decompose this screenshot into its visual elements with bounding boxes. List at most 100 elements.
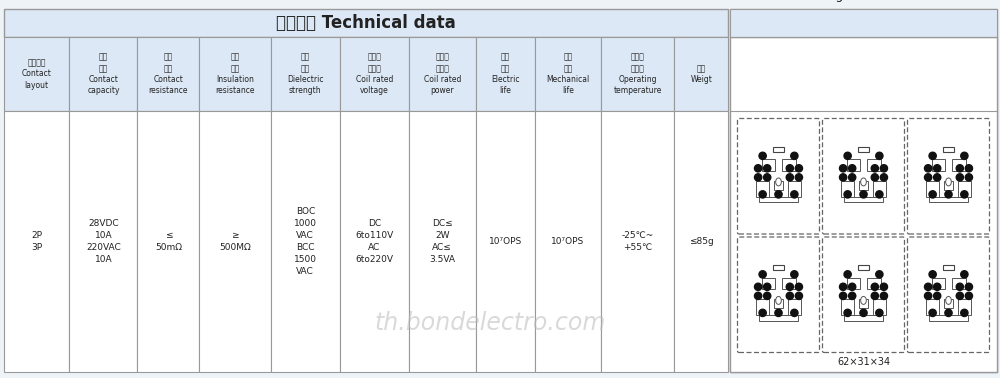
Bar (926, 299, 939, 315)
Ellipse shape (776, 296, 781, 304)
Text: 28VDC
10A
220VAC
10A: 28VDC 10A 220VAC 10A (86, 219, 121, 264)
Circle shape (876, 271, 883, 278)
Circle shape (844, 309, 851, 316)
Circle shape (929, 271, 936, 278)
Circle shape (849, 165, 856, 172)
Circle shape (775, 309, 782, 316)
Text: 线圈额
定电压
Coil rated
voltage: 线圈额 定电压 Coil rated voltage (356, 53, 393, 95)
Ellipse shape (861, 178, 866, 186)
Circle shape (929, 152, 936, 160)
Bar (69, 37, 137, 111)
Circle shape (754, 174, 762, 181)
Circle shape (924, 292, 932, 299)
Text: ≤85g: ≤85g (689, 237, 714, 246)
Bar (859, 299, 868, 308)
Circle shape (871, 292, 878, 299)
Circle shape (795, 283, 803, 290)
Bar (859, 181, 868, 190)
Bar (137, 111, 199, 372)
Bar (943, 265, 954, 270)
Circle shape (929, 309, 936, 316)
Bar (841, 181, 854, 197)
Circle shape (839, 292, 847, 299)
Bar (601, 111, 674, 372)
Circle shape (839, 174, 847, 181)
Bar (932, 159, 945, 170)
Bar (762, 159, 775, 170)
Circle shape (965, 165, 973, 172)
Text: 线圈额
定功率
Coil rated
power: 线圈额 定功率 Coil rated power (424, 53, 461, 95)
Circle shape (795, 165, 803, 172)
Circle shape (764, 292, 771, 299)
Circle shape (795, 174, 803, 181)
Bar (952, 278, 966, 289)
Circle shape (876, 191, 883, 198)
Circle shape (759, 191, 766, 198)
Bar (199, 111, 271, 372)
Bar (873, 181, 886, 197)
Circle shape (965, 174, 973, 181)
FancyBboxPatch shape (908, 118, 990, 234)
Bar (199, 37, 271, 111)
Bar (756, 181, 769, 197)
Circle shape (929, 191, 936, 198)
Text: ≤
50mΩ: ≤ 50mΩ (155, 231, 182, 252)
Circle shape (956, 283, 963, 290)
Bar (782, 159, 796, 170)
Bar (4, 37, 69, 111)
Text: ≥
500MΩ: ≥ 500MΩ (219, 231, 251, 252)
Bar (788, 299, 801, 315)
Circle shape (764, 165, 771, 172)
Bar (271, 37, 340, 111)
Circle shape (844, 271, 851, 278)
Circle shape (924, 165, 932, 172)
Bar (730, 37, 997, 372)
Bar (774, 299, 783, 308)
Bar (944, 299, 953, 308)
Circle shape (961, 191, 968, 198)
Bar (867, 159, 881, 170)
Text: 绝缘
电阻
Insulation
resistance: 绝缘 电阻 Insulation resistance (215, 53, 255, 95)
Circle shape (839, 165, 847, 172)
Circle shape (795, 292, 803, 299)
Bar (943, 147, 954, 152)
Circle shape (961, 152, 968, 160)
Bar (476, 37, 535, 111)
Bar (847, 278, 860, 289)
Bar (674, 37, 728, 111)
Text: 10⁷OPS: 10⁷OPS (551, 237, 584, 246)
Bar (929, 315, 968, 321)
Circle shape (880, 165, 888, 172)
Text: 抗电
强度
Dielectric
strength: 抗电 强度 Dielectric strength (287, 53, 324, 95)
Circle shape (849, 292, 856, 299)
Bar (773, 265, 784, 270)
Bar (788, 181, 801, 197)
Bar (926, 181, 939, 197)
Bar (844, 315, 883, 321)
Circle shape (849, 174, 856, 181)
Text: 使用环
境温度
Operating
temperature: 使用环 境温度 Operating temperature (613, 53, 662, 95)
Circle shape (764, 283, 771, 290)
Circle shape (860, 309, 867, 316)
Circle shape (945, 309, 952, 316)
Circle shape (786, 174, 793, 181)
Bar (858, 265, 869, 270)
Text: -25℃~
+55℃: -25℃~ +55℃ (621, 231, 654, 252)
Bar (944, 181, 953, 190)
Text: DC≤
2W
AC≤
3.5VA: DC≤ 2W AC≤ 3.5VA (429, 219, 455, 264)
Text: 10⁷OPS: 10⁷OPS (489, 237, 522, 246)
Bar (4, 111, 69, 372)
Bar (409, 111, 476, 372)
Bar (476, 111, 535, 372)
Bar (932, 278, 945, 289)
Bar (858, 147, 869, 152)
Circle shape (961, 271, 968, 278)
Circle shape (754, 283, 762, 290)
Bar (844, 197, 883, 202)
Bar (601, 37, 674, 111)
Bar (409, 37, 476, 111)
Text: 触点
容量
Contact
capacity: 触点 容量 Contact capacity (87, 53, 120, 95)
Bar (841, 299, 854, 315)
Circle shape (860, 191, 867, 198)
Circle shape (956, 165, 963, 172)
